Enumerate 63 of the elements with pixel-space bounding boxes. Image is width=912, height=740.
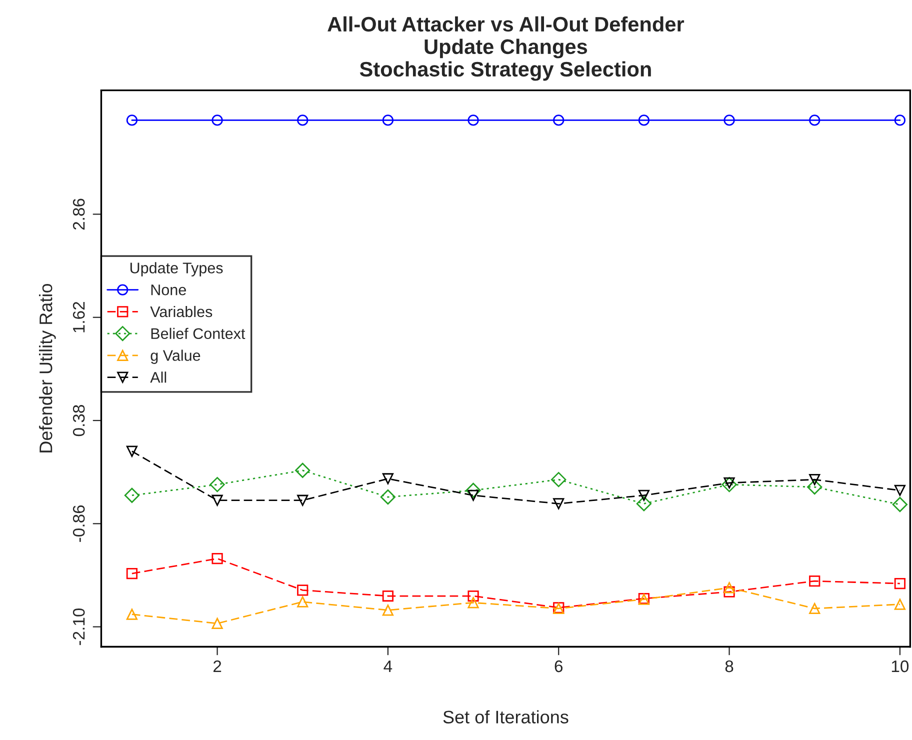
point xyxy=(466,482,481,498)
point xyxy=(468,114,479,126)
legend-title: Update Types xyxy=(130,262,223,276)
point xyxy=(295,462,310,478)
point xyxy=(722,476,737,492)
point xyxy=(468,597,479,608)
point xyxy=(210,476,225,492)
point xyxy=(638,114,650,126)
point xyxy=(382,114,394,126)
point xyxy=(126,446,138,457)
point xyxy=(894,114,906,126)
chart-title: All-Out Attacker vs All-Out Defender Update Changes Stochastic Strategy Selection xyxy=(328,16,684,81)
point xyxy=(809,575,820,587)
point xyxy=(636,496,652,512)
point xyxy=(809,474,820,486)
point xyxy=(892,496,908,512)
legend-label: None xyxy=(151,284,186,296)
point xyxy=(382,604,394,616)
point xyxy=(809,602,820,614)
point xyxy=(126,608,138,620)
point xyxy=(468,590,479,602)
x-tick-label: 8 xyxy=(725,660,734,672)
y-tick-label: -2.10 xyxy=(72,608,85,646)
point xyxy=(724,586,735,598)
y-tick-label: 2.86 xyxy=(72,198,85,230)
point xyxy=(724,582,735,594)
point xyxy=(212,618,223,630)
x-tick-label: 4 xyxy=(384,660,392,672)
point xyxy=(297,494,308,506)
legend-label: g Value xyxy=(150,350,200,364)
point xyxy=(297,596,308,608)
point xyxy=(807,479,822,495)
point xyxy=(553,498,564,510)
legend-label: Belief Context xyxy=(151,328,246,340)
legend-label: All xyxy=(150,372,166,383)
point xyxy=(212,494,223,506)
x-tick-label: 2 xyxy=(213,660,222,672)
y-axis-title: Defender Utility Ratio xyxy=(39,284,56,452)
y-tick-label: 0.38 xyxy=(72,405,85,436)
point xyxy=(638,490,650,501)
legend-label: Variables xyxy=(150,306,212,318)
y-tick-label: -0.86 xyxy=(72,505,85,542)
point xyxy=(126,114,138,126)
point xyxy=(894,578,906,590)
point xyxy=(551,472,566,488)
x-axis-title: Set of Iterations xyxy=(443,710,568,724)
point xyxy=(809,114,820,126)
point xyxy=(297,114,308,126)
point xyxy=(297,584,308,596)
point xyxy=(894,484,906,496)
x-tick-label: 10 xyxy=(892,660,909,672)
point xyxy=(124,488,140,503)
x-tick-label: 6 xyxy=(554,660,563,672)
point xyxy=(382,473,394,484)
point xyxy=(126,568,138,580)
point xyxy=(212,114,223,126)
point xyxy=(724,114,735,126)
point xyxy=(382,590,394,602)
point xyxy=(553,114,564,126)
point xyxy=(212,553,223,564)
point xyxy=(894,598,906,610)
point xyxy=(380,489,396,505)
y-tick-label: 1.62 xyxy=(72,302,85,332)
